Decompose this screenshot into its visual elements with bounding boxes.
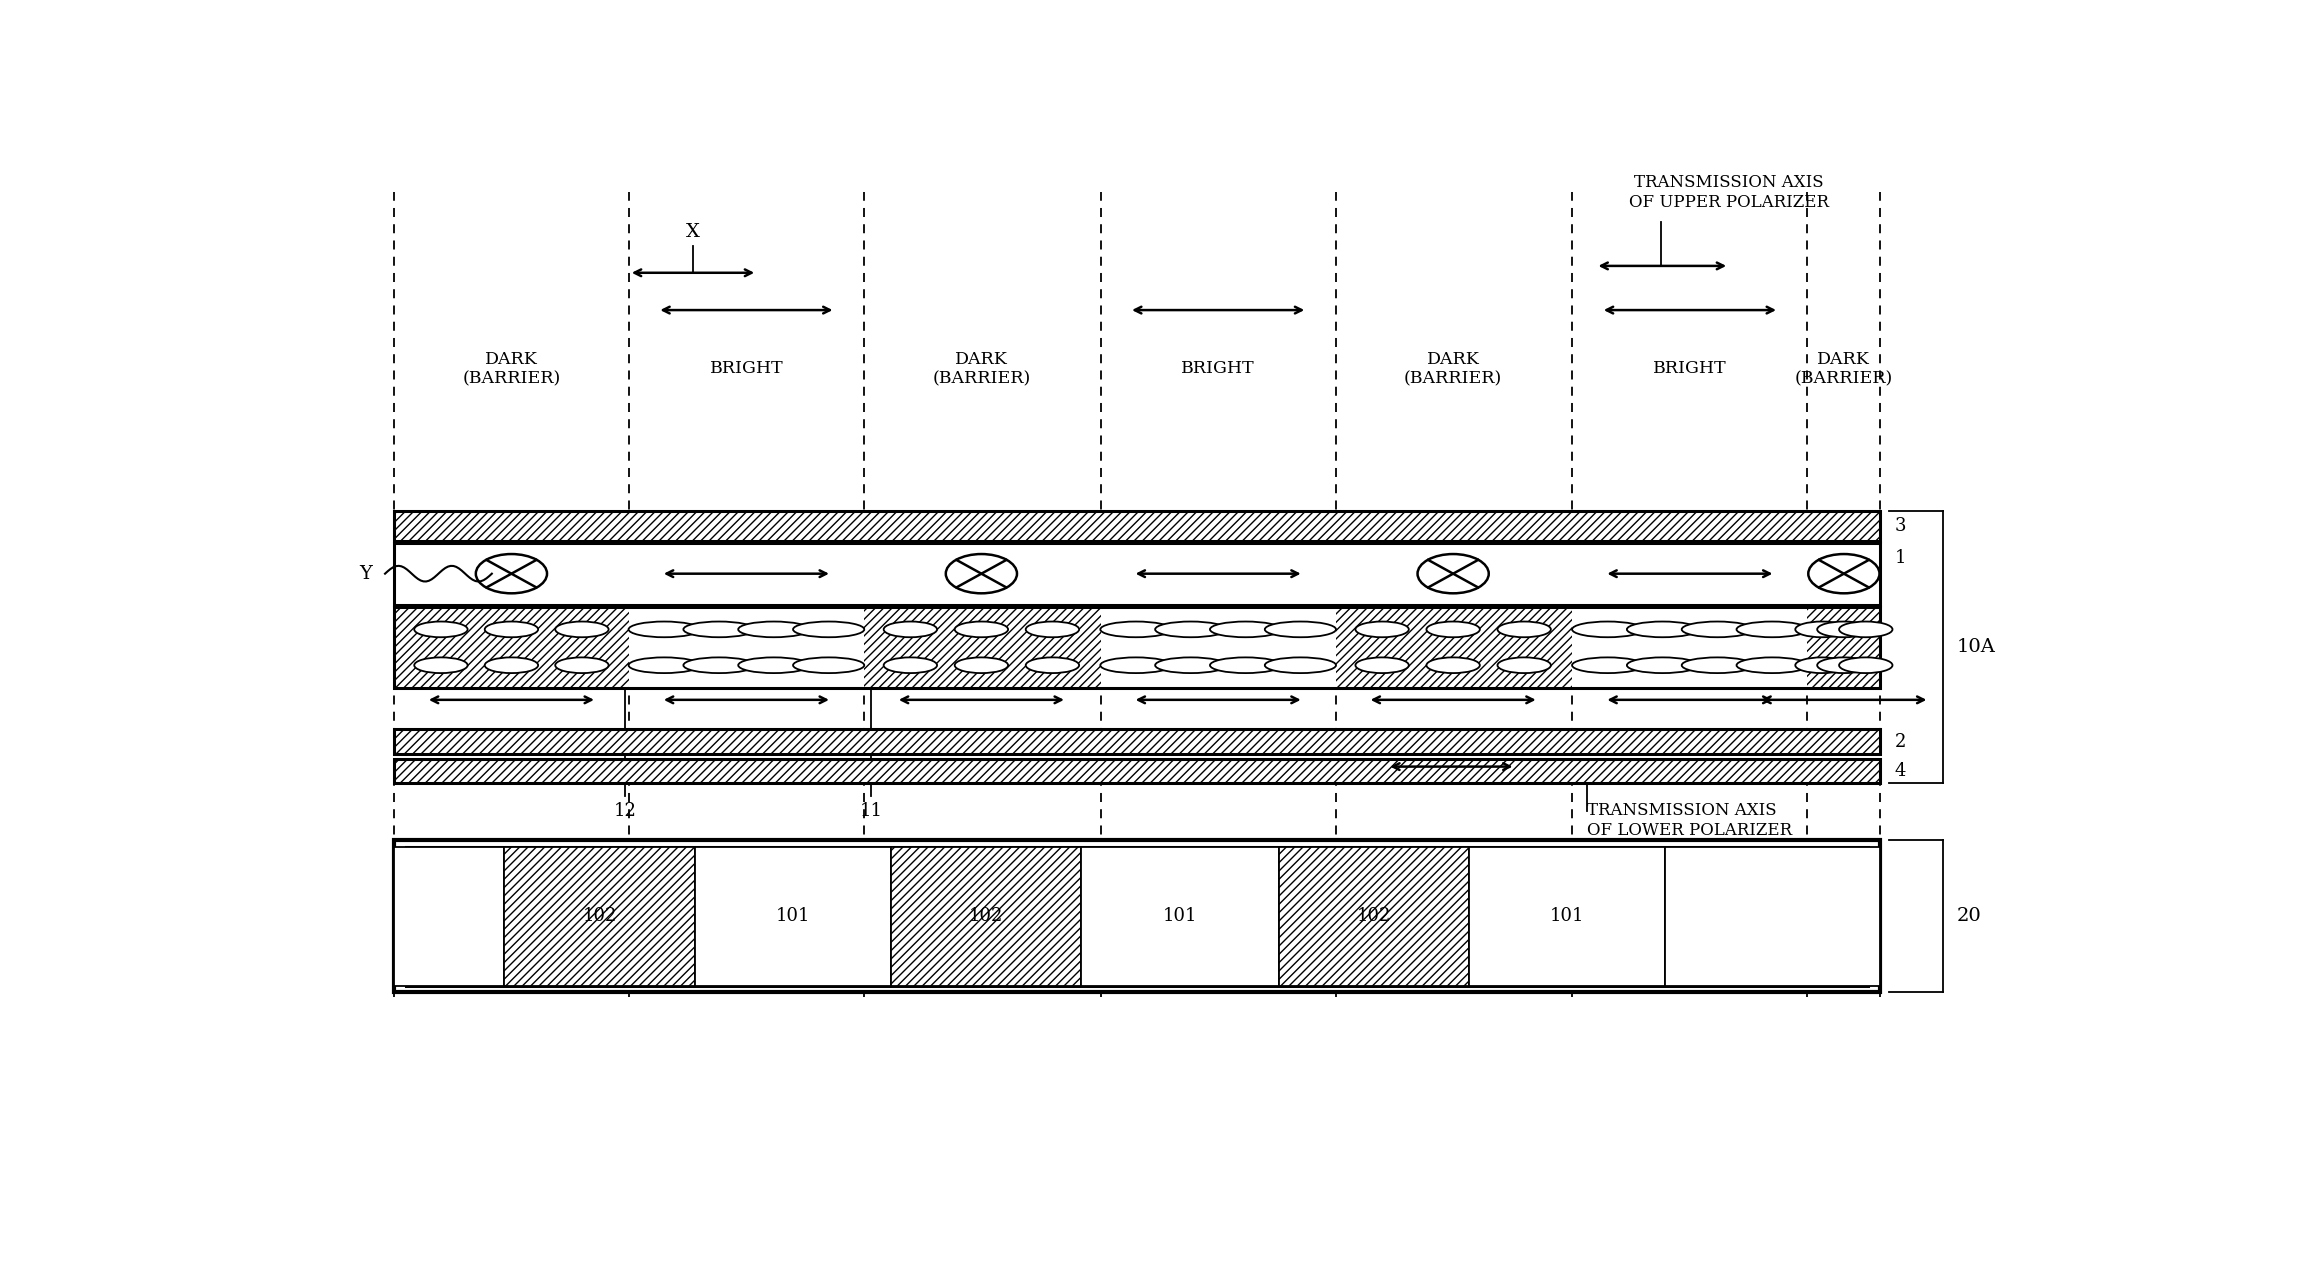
Ellipse shape bbox=[1155, 621, 1227, 638]
Ellipse shape bbox=[1626, 658, 1697, 673]
Ellipse shape bbox=[1155, 658, 1227, 673]
Bar bbox=[505, 847, 694, 986]
Ellipse shape bbox=[884, 658, 937, 673]
Ellipse shape bbox=[1211, 621, 1282, 638]
Ellipse shape bbox=[737, 621, 809, 638]
Ellipse shape bbox=[556, 658, 609, 673]
Ellipse shape bbox=[1100, 658, 1171, 673]
Text: 101: 101 bbox=[776, 908, 811, 926]
Text: 101: 101 bbox=[1162, 908, 1197, 926]
Bar bbox=[891, 847, 1082, 986]
Ellipse shape bbox=[1737, 658, 1808, 673]
Ellipse shape bbox=[1817, 621, 1870, 638]
Ellipse shape bbox=[413, 621, 469, 638]
Ellipse shape bbox=[792, 621, 864, 638]
Ellipse shape bbox=[685, 621, 756, 638]
Ellipse shape bbox=[629, 621, 701, 638]
Ellipse shape bbox=[956, 621, 1008, 638]
Text: 12: 12 bbox=[613, 802, 636, 820]
Bar bbox=[505, 847, 694, 986]
Bar bbox=[1808, 607, 1881, 688]
Ellipse shape bbox=[685, 658, 756, 673]
Bar bbox=[1335, 607, 1573, 688]
Bar bbox=[395, 847, 505, 986]
Ellipse shape bbox=[884, 621, 937, 638]
Bar bbox=[407, 847, 1867, 986]
Ellipse shape bbox=[1571, 658, 1642, 673]
Bar bbox=[891, 847, 1082, 986]
Text: BRIGHT: BRIGHT bbox=[1654, 361, 1727, 377]
Bar bbox=[1665, 847, 1881, 986]
Bar bbox=[395, 511, 1881, 541]
Ellipse shape bbox=[485, 621, 537, 638]
Ellipse shape bbox=[1355, 621, 1408, 638]
Bar bbox=[864, 607, 1100, 688]
Ellipse shape bbox=[629, 658, 701, 673]
Ellipse shape bbox=[1426, 658, 1479, 673]
Text: BRIGHT: BRIGHT bbox=[1181, 361, 1254, 377]
Ellipse shape bbox=[1266, 621, 1337, 638]
Ellipse shape bbox=[1426, 621, 1479, 638]
Bar bbox=[395, 729, 1881, 754]
Ellipse shape bbox=[1681, 658, 1753, 673]
Ellipse shape bbox=[1355, 658, 1408, 673]
Bar bbox=[395, 543, 1881, 604]
Ellipse shape bbox=[1817, 658, 1870, 673]
Ellipse shape bbox=[737, 658, 809, 673]
Bar bbox=[395, 729, 1881, 754]
Ellipse shape bbox=[1681, 621, 1753, 638]
Text: 2: 2 bbox=[1895, 733, 1907, 751]
Ellipse shape bbox=[413, 658, 469, 673]
Text: DARK
(BARRIER): DARK (BARRIER) bbox=[1794, 351, 1893, 388]
Text: TRANSMISSION AXIS
OF UPPER POLARIZER: TRANSMISSION AXIS OF UPPER POLARIZER bbox=[1629, 173, 1828, 210]
Bar bbox=[395, 511, 1881, 541]
Bar bbox=[694, 847, 891, 986]
Bar bbox=[395, 759, 1881, 783]
Text: DARK
(BARRIER): DARK (BARRIER) bbox=[933, 351, 1031, 388]
Bar bbox=[1470, 847, 1665, 986]
Bar bbox=[395, 759, 1881, 783]
Text: X: X bbox=[687, 223, 701, 241]
Bar bbox=[395, 607, 1881, 688]
Ellipse shape bbox=[1840, 658, 1893, 673]
Text: 4: 4 bbox=[1895, 762, 1907, 780]
Text: DARK
(BARRIER): DARK (BARRIER) bbox=[462, 351, 560, 388]
Ellipse shape bbox=[1027, 621, 1080, 638]
Text: 10A: 10A bbox=[1957, 639, 1996, 657]
Ellipse shape bbox=[1796, 658, 1849, 673]
Text: 102: 102 bbox=[969, 908, 1004, 926]
Ellipse shape bbox=[485, 658, 537, 673]
Bar bbox=[1279, 847, 1470, 986]
Bar bbox=[1082, 847, 1279, 986]
Text: 11: 11 bbox=[859, 802, 882, 820]
Ellipse shape bbox=[1498, 621, 1550, 638]
Text: Y: Y bbox=[361, 565, 372, 583]
Ellipse shape bbox=[1737, 621, 1808, 638]
Ellipse shape bbox=[1100, 621, 1171, 638]
Bar bbox=[395, 607, 629, 688]
Bar bbox=[395, 840, 1881, 992]
Text: 102: 102 bbox=[583, 908, 616, 926]
Ellipse shape bbox=[556, 621, 609, 638]
Text: 102: 102 bbox=[1358, 908, 1392, 926]
Ellipse shape bbox=[1796, 621, 1849, 638]
Text: 1: 1 bbox=[1895, 550, 1907, 567]
Text: 20: 20 bbox=[1957, 908, 1982, 926]
Text: BRIGHT: BRIGHT bbox=[710, 361, 783, 377]
Text: DARK
(BARRIER): DARK (BARRIER) bbox=[1403, 351, 1502, 388]
Text: 101: 101 bbox=[1550, 908, 1585, 926]
Ellipse shape bbox=[1027, 658, 1080, 673]
Ellipse shape bbox=[1571, 621, 1642, 638]
Ellipse shape bbox=[1498, 658, 1550, 673]
Ellipse shape bbox=[1626, 621, 1697, 638]
Ellipse shape bbox=[1211, 658, 1282, 673]
Ellipse shape bbox=[792, 658, 864, 673]
Text: 3: 3 bbox=[1895, 518, 1907, 536]
Ellipse shape bbox=[1840, 621, 1893, 638]
Text: TRANSMISSION AXIS
OF LOWER POLARIZER: TRANSMISSION AXIS OF LOWER POLARIZER bbox=[1587, 802, 1792, 839]
Ellipse shape bbox=[956, 658, 1008, 673]
Bar bbox=[1279, 847, 1470, 986]
Ellipse shape bbox=[1266, 658, 1337, 673]
